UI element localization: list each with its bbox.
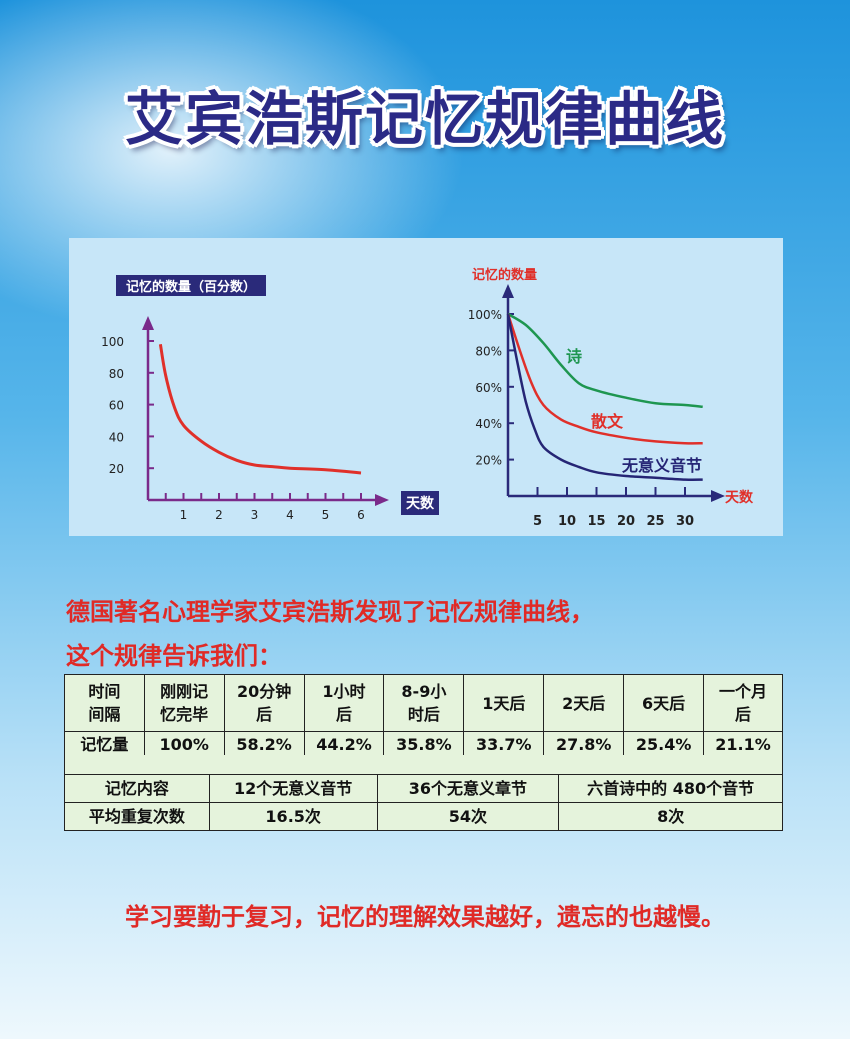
y-tick-label: 40%	[475, 417, 502, 431]
table-header-cell: 刚刚记 忆完毕	[143, 674, 225, 732]
series-line	[158, 343, 362, 475]
x-axis-label: 天数	[725, 489, 754, 506]
row-label-retention: 记忆量	[64, 731, 145, 758]
x-tick-label: 30	[676, 514, 694, 529]
x-axis-label-box	[401, 491, 439, 515]
forgetting-curve-chart: 记忆的数量（百分数） 天数 20 40 60 80 100 1 2 3 4 5 6	[101, 275, 439, 522]
header-line-2: 后	[735, 705, 752, 724]
intro-line-1: 德国著名心理学家艾宾浩斯发现了记忆规律曲线，	[66, 598, 594, 626]
table-cell: 54次	[376, 802, 560, 831]
header-line-2: 后	[335, 705, 352, 724]
header-line-2: 后	[256, 705, 273, 724]
series-label: 诗	[566, 347, 582, 366]
y-tick-label: 100	[101, 335, 124, 349]
page-title: 艾宾浩斯记忆规律曲线	[124, 85, 725, 153]
y-tick-label: 40	[109, 430, 124, 444]
table-cell: 100%	[143, 731, 225, 758]
table-header-cell: 1小时后	[303, 674, 385, 732]
y-tick-label: 80	[109, 367, 124, 381]
table-cell: 16.5次	[208, 802, 378, 831]
x-tick-label: 25	[646, 514, 664, 529]
y-tick-label: 20	[109, 462, 124, 476]
y-tick-label: 100%	[468, 308, 502, 322]
y-tick-label: 60	[109, 399, 124, 413]
header-line-1: 8-9小	[401, 682, 447, 701]
series-label: 无意义音节	[621, 456, 702, 475]
y-tick-label: 80%	[475, 344, 502, 358]
x-tick-label: 5	[322, 508, 330, 522]
header-line-1: 1小时	[322, 682, 366, 701]
x-tick-label: 2	[215, 508, 223, 522]
table-cell: 六首诗中的 480个音节	[558, 774, 783, 803]
series-line	[506, 313, 703, 445]
table-cell: 21.1%	[703, 731, 783, 758]
x-tick-label: 4	[286, 508, 294, 522]
x-tick-label: 3	[251, 508, 259, 522]
series-label: 散文	[591, 412, 624, 431]
y-axis-label-box	[116, 275, 266, 296]
header-line-1: 刚刚记	[160, 682, 209, 701]
x-axis-arrow	[375, 494, 389, 506]
table-header-cell: 6天后	[623, 674, 705, 732]
table-cell: 27.8%	[543, 731, 625, 758]
table-cell: 33.7%	[463, 731, 545, 758]
row-label-repeats: 平均重复次数	[64, 802, 210, 831]
x-tick-label: 10	[558, 514, 576, 529]
table-header-cell: 8-9小时后	[383, 674, 465, 732]
chart-panel: 记忆的数量（百分数） 天数 20 40 60 80 100 1 2 3 4 5 6 记忆的数量天数 20%…	[69, 238, 783, 536]
table-cell: 44.2%	[303, 731, 385, 758]
y-axis-label: 记忆的数量	[472, 267, 537, 283]
x-axis-arrow	[711, 490, 725, 502]
y-axis-arrow	[502, 284, 514, 298]
header-line-2: 忆完毕	[160, 705, 209, 724]
table-header-cell: 1天后	[463, 674, 545, 732]
x-tick-label: 6	[357, 508, 365, 522]
table-header-cell: 20分钟后	[223, 674, 305, 732]
table-spacer	[64, 755, 783, 774]
header-line-1: 2天后	[562, 693, 606, 713]
header-line-1: 20分钟	[236, 682, 292, 701]
header-line-1: 一个月	[719, 682, 768, 701]
table-cell: 8次	[558, 802, 783, 831]
header-line-1: 6天后	[642, 693, 686, 713]
header-label-line-1: 时间	[88, 682, 121, 701]
x-tick-label: 15	[587, 514, 605, 529]
x-tick-label: 5	[533, 514, 542, 529]
y-tick-label: 60%	[475, 381, 502, 395]
header-line-2: 时后	[407, 705, 440, 724]
repetition-table: 记忆内容 12个无意义音节 36个无意义章节 六首诗中的 480个音节 平均重复…	[64, 774, 783, 831]
y-tick-label: 20%	[475, 454, 502, 468]
x-tick-label: 1	[180, 508, 188, 522]
x-axis-label: 天数	[406, 495, 435, 512]
series-line	[507, 312, 703, 409]
table-cell: 58.2%	[223, 731, 305, 758]
table-header-cell: 一个月后	[703, 674, 783, 732]
row-label-content: 记忆内容	[64, 774, 210, 803]
x-tick-label: 20	[617, 514, 635, 529]
header-label-line-2: 间隔	[88, 705, 121, 724]
table-cell: 36个无意义章节	[376, 774, 560, 803]
y-axis-label: 记忆的数量（百分数）	[126, 279, 256, 295]
header-time-interval: 时间 间隔	[64, 674, 145, 732]
header-line-1: 1天后	[482, 693, 526, 713]
table-cell: 35.8%	[383, 731, 465, 758]
retention-table: 时间 间隔 刚刚记忆完毕 20分钟后 1小时后 8-9小时后 1天后 2天后 6…	[64, 674, 783, 758]
table-header-cell: 2天后	[543, 674, 625, 732]
intro-line-2: 这个规律告诉我们：	[66, 642, 282, 670]
closing-statement: 学习要勤于复习，记忆的理解效果越好，遗忘的也越慢。	[125, 903, 725, 931]
y-axis-arrow	[142, 316, 154, 330]
table-cell: 12个无意义音节	[208, 774, 378, 803]
series-line	[506, 313, 703, 481]
table-cell: 25.4%	[623, 731, 705, 758]
